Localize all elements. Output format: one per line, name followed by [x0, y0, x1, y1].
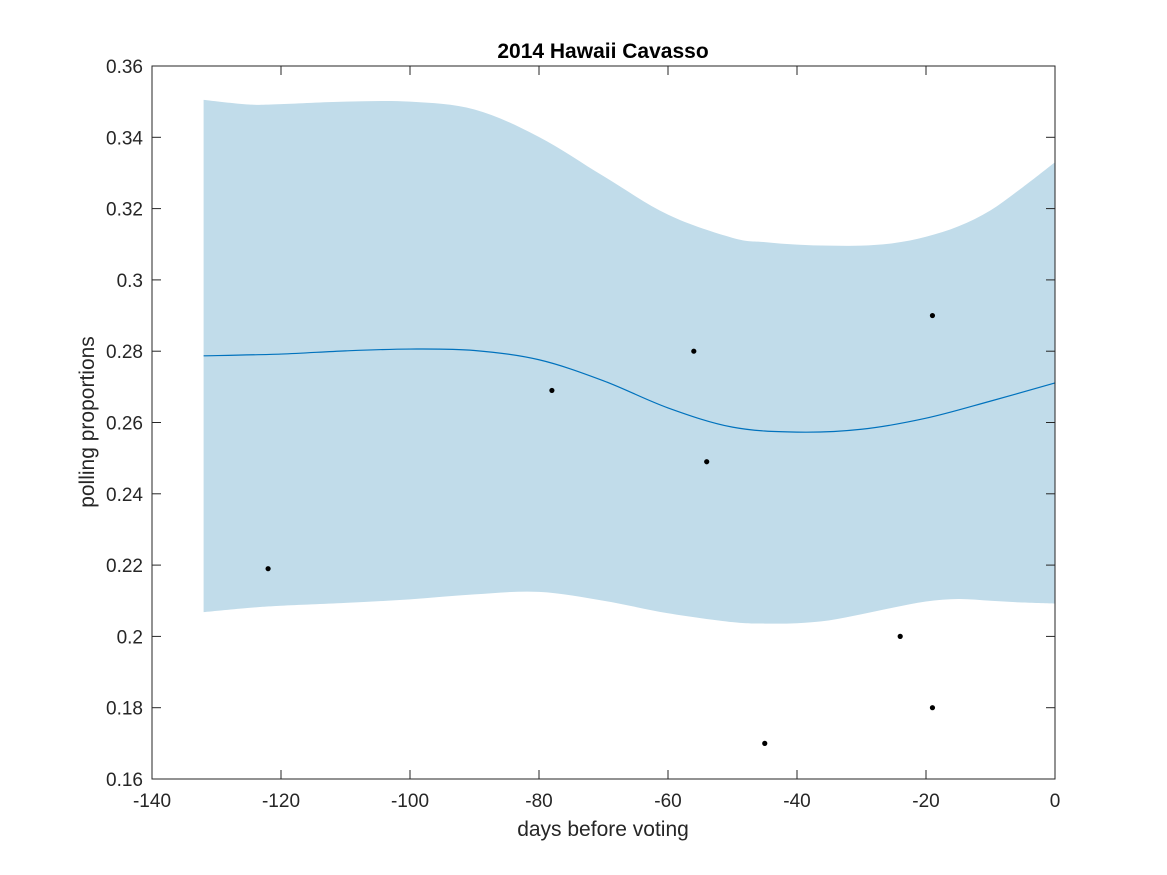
x-tick-label: -60: [654, 791, 681, 812]
y-tick-label: 0.28: [106, 342, 143, 363]
trend-line: [203, 348, 1056, 433]
poll-point: [762, 740, 768, 746]
y-tick-label: 0.36: [106, 57, 143, 78]
y-tick-label: 0.34: [106, 128, 143, 149]
poll-point: [265, 566, 271, 572]
poll-point: [691, 348, 697, 354]
poll-point: [929, 312, 936, 319]
y-tick-label: 0.3: [117, 271, 143, 292]
x-tick-label: -20: [912, 791, 939, 812]
poll-point: [549, 387, 555, 394]
poll-point: [929, 705, 936, 711]
x-tick-label: -120: [262, 791, 300, 812]
x-tick-label: 0: [1050, 791, 1061, 812]
x-tick-label: -100: [391, 791, 429, 812]
confidence-band: [203, 99, 1056, 624]
y-tick-label: 0.26: [106, 414, 143, 435]
plot-area: [203, 99, 1056, 746]
y-tick-label: 0.2: [117, 627, 143, 648]
y-axis-label: polling proportions: [76, 336, 99, 508]
y-tick-label: 0.32: [106, 200, 143, 221]
y-tick-label: 0.24: [106, 485, 143, 506]
x-tick-label: -80: [525, 791, 552, 812]
x-axis-label: days before voting: [517, 818, 689, 841]
chart-title: 2014 Hawaii Cavasso: [497, 40, 708, 63]
y-tick-label: 0.16: [106, 770, 143, 791]
poll-point: [897, 633, 903, 640]
y-tick-label: 0.18: [106, 699, 143, 720]
y-tick-label: 0.22: [106, 556, 143, 577]
axes: -140 -120 -100 -80 -60 -40 -20 0 0.16 0.18 0.2 0.22…: [106, 57, 1060, 812]
poll-point: [704, 459, 710, 465]
x-tick-label: -140: [133, 791, 171, 812]
x-tick-label: -40: [783, 791, 810, 812]
